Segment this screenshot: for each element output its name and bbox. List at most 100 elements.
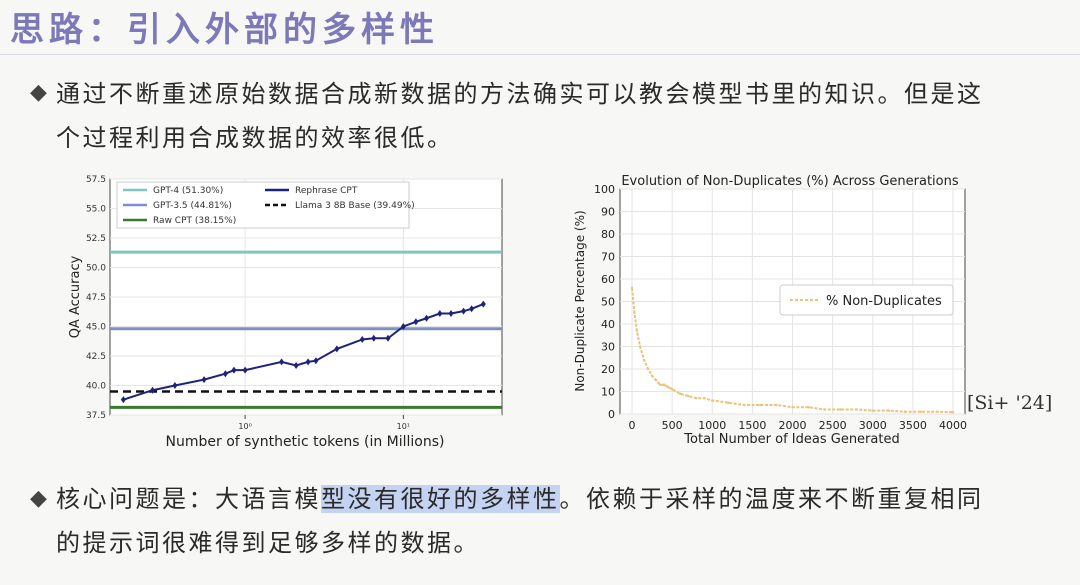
chart1-xtick-label: 10⁰ [238,422,251,431]
chart1-ytick-label: 47.5 [86,293,106,303]
chart2-ytick-label: 100 [594,183,615,196]
chart1-ytick-label: 55.0 [86,205,106,215]
chart1-xtick-label: 10¹ [397,422,410,431]
non-duplicates-point [871,409,874,412]
chart1-ytick-label: 52.5 [86,234,106,244]
bullet-1-text: 通过不断重述原始数据合成新数据的方法确实可以教会模型书里的知识。但是这 个过程利… [56,72,1066,160]
non-duplicates-point [670,388,674,391]
non-duplicates-chart: Evolution of Non-Duplicates (%) Across G… [573,174,967,447]
highlighted-text: 型没有很好的多样性 [321,485,560,513]
chart2-xlabel: Total Number of Ideas Generated [683,432,899,447]
chart2-legend: % Non-Duplicates [779,284,954,316]
chart2-ytick-label: 80 [601,228,615,241]
chart1-legend: GPT-4 (51.30%) GPT-3.5 (44.81%) Raw CPT … [116,181,415,229]
rephrase-cpt-point [279,358,285,366]
non-duplicates-point [839,408,842,411]
rephrase-cpt-point [120,396,126,404]
citation: [Si+ '24] [967,392,1053,414]
chart1-series [120,300,486,404]
legend-rephrase-cpt: Rephrase CPT [295,186,358,196]
chart2-series [630,286,955,414]
rephrase-cpt-point [222,370,228,378]
chart2-xtick-label: 2000 [779,419,807,432]
chart2-xtick-label: 4000 [939,419,967,432]
non-duplicates-point [807,406,810,409]
rephrase-cpt-point [293,361,299,369]
chart1-ytick-label: 42.5 [86,352,106,362]
non-duplicates-point [711,399,714,402]
chart2-ylabel: Non-Duplicate Percentage (%) [573,210,587,391]
chart2-xtick-label: 2500 [819,419,847,432]
non-duplicates-point [935,410,939,413]
rephrase-cpt-point [437,310,443,318]
title-divider [0,54,1080,55]
slide-title: 思路：引入外部的多样性 [10,10,439,50]
rephrase-cpt-point [385,334,391,342]
bullet-marker-2: ◆ [30,486,47,511]
chart1-ytick-label: 40.0 [86,382,106,392]
chart2-ytick-label: 40 [601,318,615,331]
non-duplicates-point [686,394,690,398]
rephrase-cpt-point [480,300,486,308]
non-duplicates-point [666,385,670,389]
non-duplicates-point [654,379,658,382]
bullet-1-line-2: 个过程利用合成数据的效率很低。 [56,124,454,152]
non-duplicates-point [743,403,746,407]
non-duplicates-point [695,397,698,400]
chart2-xtick-label: 500 [662,419,683,432]
non-duplicates-point [658,383,662,386]
rephrase-cpt-point [371,334,377,342]
bullet-2-line-2: 的提示词很难得到足够多样的数据。 [56,529,480,557]
non-duplicates-point [919,410,923,413]
bullet-2-text: 核心问题是：大语言模型没有很好的多样性。依赖于采样的温度来不断重复相同 的提示词… [56,477,1066,565]
non-duplicates-point [727,401,730,404]
chart1-ytick-label: 50.0 [86,264,106,274]
rephrase-cpt-point [461,307,467,315]
qa-accuracy-chart: 57.5 55.0 52.5 50.0 47.5 45.0 42.5 40.0 37.5 10⁰… [68,175,503,450]
chart1-ytick-label: 57.5 [86,175,106,185]
chart1-xlabel: Number of synthetic tokens (in Millions) [166,434,445,450]
non-duplicates-point [703,397,706,400]
non-duplicates-point [775,403,778,407]
chart2-ytick-label: 70 [601,251,615,264]
non-duplicates-point [630,286,634,290]
non-duplicates-point [646,367,650,371]
chart2-ytick-label: 60 [601,273,615,286]
legend-gpt4: GPT-4 (51.30%) [153,186,223,196]
legend-llama3: Llama 3 8B Base (39.49%) [295,201,415,211]
non-duplicates-point [633,311,636,314]
legend-non-duplicates: % Non-Duplicates [826,294,942,309]
rephrase-cpt-point [448,310,454,318]
chart2-ytick-label: 0 [608,408,615,421]
rephrase-cpt-point [334,345,340,353]
chart2-xtick-label: 0 [629,419,636,432]
chart2-ytick-label: 10 [601,386,615,399]
chart2-xtick-label: 1000 [698,419,726,432]
chart2-y-ticks: 0 10 20 30 40 50 60 70 80 90 100 [594,183,615,421]
non-duplicates-point [855,408,858,411]
chart2-ytick-label: 90 [601,206,615,219]
chart2-x-ticks: 0 500 1000 1500 2000 2500 3000 3500 4000 [629,419,967,432]
rephrase-cpt-point [313,357,319,365]
legend-gpt35: GPT-3.5 (44.81%) [153,201,232,211]
chart1-reference-lines [110,250,502,409]
chart2-ytick-label: 20 [601,363,615,376]
rephrase-cpt-point [413,318,419,326]
non-duplicates-point [823,408,826,411]
rephrase-cpt-point [469,305,475,313]
rephrase-cpt-point [172,382,178,389]
non-duplicates-point [650,374,654,377]
rephrase-cpt-point [359,335,365,343]
non-duplicates-point [662,383,666,386]
chart1-ylabel: QA Accuracy [68,255,83,338]
non-duplicates-point [887,409,890,412]
rephrase-cpt-point [242,366,248,374]
rephrase-cpt-point [400,323,406,330]
non-duplicates-point [642,358,646,362]
chart2-ytick-label: 30 [601,341,615,354]
chart2-xtick-label: 3000 [859,419,887,432]
rephrase-cpt-point [305,358,311,366]
rephrase-cpt-point [231,366,237,374]
chart1-ytick-label: 37.5 [86,411,106,421]
non-duplicates-line [631,287,953,414]
